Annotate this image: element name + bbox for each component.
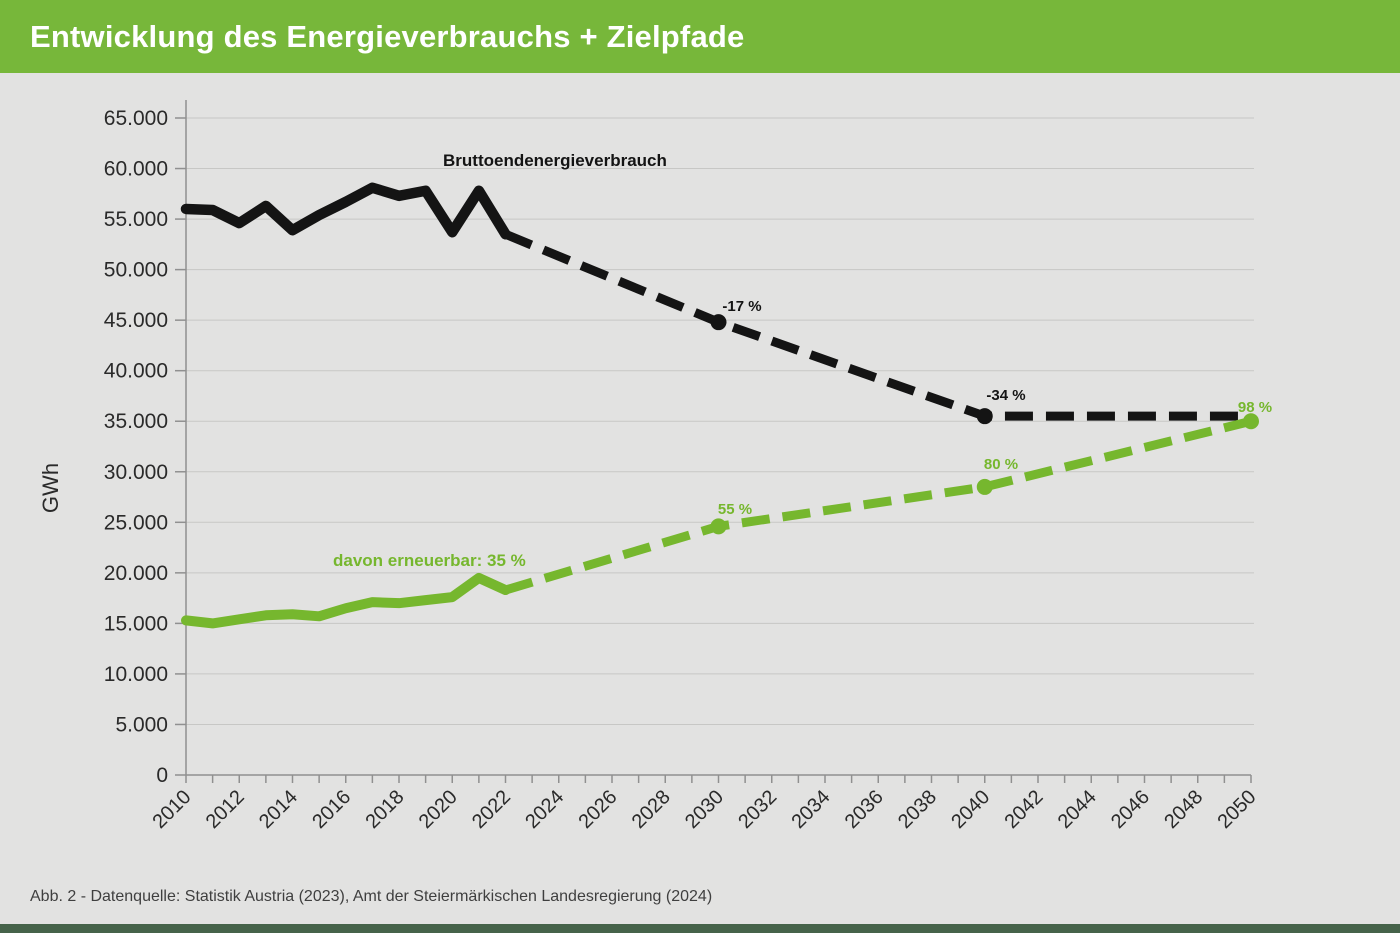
y-tick-label: 15.000 bbox=[104, 612, 168, 635]
y-tick-label: 50.000 bbox=[104, 259, 168, 282]
x-tick-label: 2034 bbox=[788, 786, 835, 833]
y-tick-label: 20.000 bbox=[104, 562, 168, 585]
annotation-label: 80 % bbox=[984, 456, 1018, 473]
y-tick-label: 40.000 bbox=[104, 360, 168, 383]
x-tick-label: 2010 bbox=[149, 786, 196, 833]
y-tick-label: 60.000 bbox=[104, 158, 168, 181]
annotation-label: -17 % bbox=[722, 298, 761, 315]
annotation-label: -34 % bbox=[986, 387, 1025, 404]
x-tick-label: 2048 bbox=[1160, 786, 1207, 833]
x-tick-label: 2022 bbox=[468, 786, 515, 833]
x-tick-label: 2038 bbox=[894, 786, 941, 833]
series-bruttoendenergieverbrauch bbox=[180, 182, 511, 240]
y-axis-title: GWh bbox=[38, 463, 63, 513]
x-tick-label: 2040 bbox=[947, 786, 994, 833]
series-davon-erneuerbar bbox=[181, 572, 511, 629]
y-tick-label: 10.000 bbox=[104, 663, 168, 686]
y-tick-label: 65.000 bbox=[104, 107, 168, 130]
target-point-marker bbox=[976, 408, 993, 425]
target-point-marker bbox=[976, 478, 993, 495]
x-tick-label: 2044 bbox=[1054, 786, 1101, 833]
title-bar: Entwicklung des Energieverbrauchs + Ziel… bbox=[0, 0, 1400, 73]
annotation-label: davon erneuerbar: 35 % bbox=[333, 551, 526, 570]
x-tick-label: 2030 bbox=[681, 786, 728, 833]
x-tick-label: 2050 bbox=[1214, 786, 1261, 833]
y-tick-label: 25.000 bbox=[104, 511, 168, 534]
y-tick-label: 0 bbox=[156, 764, 168, 787]
x-tick-label: 2020 bbox=[415, 786, 462, 833]
target-point-marker bbox=[710, 314, 727, 331]
x-tick-label: 2028 bbox=[628, 786, 675, 833]
annotation-label: 98 % bbox=[1238, 399, 1272, 416]
x-tick-label: 2024 bbox=[521, 786, 568, 833]
target-point-marker bbox=[1243, 413, 1259, 430]
x-tick-label: 2032 bbox=[734, 786, 781, 833]
x-tick-label: 2014 bbox=[255, 786, 302, 833]
y-tick-label: 45.000 bbox=[104, 309, 168, 332]
series-bruttoendenergieverbrauch-zielpfad bbox=[503, 230, 1251, 421]
figure-caption: Abb. 2 - Datenquelle: Statistik Austria … bbox=[30, 888, 713, 905]
x-tick-label: 2036 bbox=[841, 786, 888, 833]
x-tick-label: 2026 bbox=[575, 786, 622, 833]
y-tick-label: 55.000 bbox=[104, 208, 168, 231]
bottom-accent-bar bbox=[0, 924, 1400, 933]
x-tick-label: 2016 bbox=[308, 786, 355, 833]
target-point-marker bbox=[710, 518, 727, 535]
x-tick-label: 2018 bbox=[362, 786, 409, 833]
series-davon-erneuerbar-zielpfad bbox=[504, 416, 1253, 595]
page-title: Entwicklung des Energieverbrauchs + Ziel… bbox=[30, 18, 745, 54]
x-tick-label: 2046 bbox=[1107, 786, 1154, 833]
y-tick-label: 35.000 bbox=[104, 410, 168, 433]
annotation-label: Bruttoendenergieverbrauch bbox=[443, 151, 667, 170]
x-tick-label: 2012 bbox=[202, 786, 249, 833]
x-tick-label: 2042 bbox=[1001, 786, 1048, 833]
annotation-label: 55 % bbox=[718, 501, 752, 518]
y-tick-label: 5.000 bbox=[115, 713, 168, 736]
y-tick-label: 30.000 bbox=[104, 461, 168, 484]
